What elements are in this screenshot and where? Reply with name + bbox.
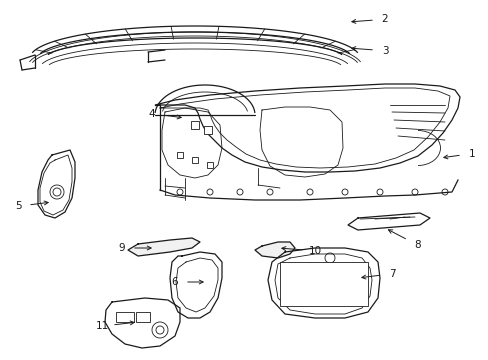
Bar bbox=[177, 152, 183, 158]
Text: 7: 7 bbox=[388, 269, 394, 279]
Text: 11: 11 bbox=[95, 321, 108, 331]
Bar bbox=[206, 162, 213, 168]
Bar bbox=[280, 262, 367, 306]
Polygon shape bbox=[128, 238, 200, 256]
Bar bbox=[203, 126, 212, 134]
Polygon shape bbox=[254, 242, 294, 258]
Bar bbox=[116, 312, 134, 322]
Polygon shape bbox=[155, 84, 459, 172]
Text: 8: 8 bbox=[414, 240, 421, 250]
Text: 1: 1 bbox=[468, 149, 474, 159]
Text: 10: 10 bbox=[308, 246, 321, 256]
Text: 2: 2 bbox=[381, 14, 387, 24]
Text: 4: 4 bbox=[148, 109, 155, 119]
Text: 6: 6 bbox=[171, 277, 178, 287]
Text: 3: 3 bbox=[381, 46, 387, 56]
Text: 5: 5 bbox=[15, 201, 21, 211]
Bar bbox=[136, 312, 150, 322]
Text: 9: 9 bbox=[119, 243, 125, 253]
Bar bbox=[192, 157, 198, 163]
Bar bbox=[191, 121, 199, 129]
